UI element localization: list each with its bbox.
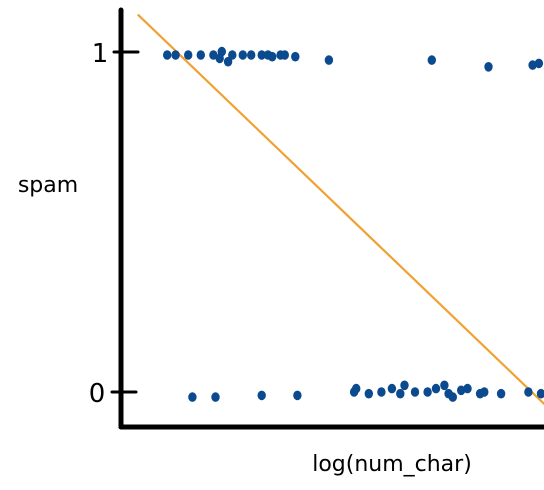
data-point [247,50,256,60]
data-point [364,388,373,399]
data-point [196,50,205,60]
data-point [387,383,397,394]
data-point [400,380,409,391]
data-point [423,387,432,397]
data-point [257,50,266,60]
y-tick-label-0: 0 [89,379,106,409]
data-point [268,51,277,62]
y-tick-label-1: 1 [92,39,109,69]
data-point [457,385,466,396]
x-axis-title: log(num_char) [312,452,472,477]
data-point [171,50,180,60]
data-point [324,55,334,65]
data-point [238,50,247,60]
data-point [484,62,493,72]
data-point [463,383,472,394]
fit-line [137,13,544,406]
data-point [377,387,386,397]
data-point [280,50,289,60]
data-point [209,50,218,60]
data-point [536,388,544,399]
data-point [448,392,457,402]
data-point [440,380,449,391]
data-point [223,56,233,67]
data-point [427,55,436,65]
data-point [163,50,172,60]
data-point [228,50,237,60]
data-point [396,388,405,399]
data-point [188,392,197,402]
data-point [528,60,537,70]
data-point [291,51,300,62]
data-point [480,387,489,397]
data-point [217,46,226,57]
data-point [184,50,193,60]
data-point [211,392,220,402]
data-point [534,58,544,69]
data-point [293,390,302,401]
data-point [257,390,266,401]
fit-line-layer [137,13,544,406]
data-point [410,387,420,397]
data-point [496,388,506,399]
data-point [524,387,533,397]
points-layer [163,46,544,402]
data-point [352,383,361,394]
y-axis-title: spam [18,173,78,198]
data-point [431,383,441,394]
